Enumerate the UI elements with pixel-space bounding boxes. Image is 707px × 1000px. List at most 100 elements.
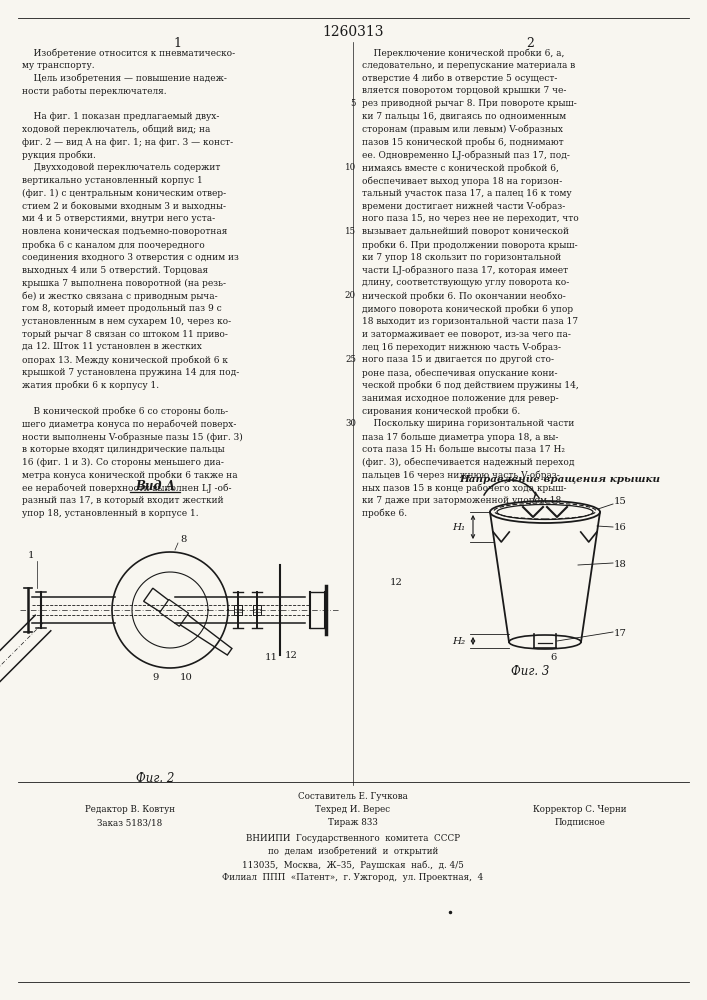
Text: 18: 18	[614, 560, 627, 569]
Text: 15: 15	[614, 497, 627, 506]
Text: нимаясь вместе с конической пробкой 6,: нимаясь вместе с конической пробкой 6,	[362, 163, 559, 173]
Text: 1: 1	[173, 37, 181, 50]
Text: сторонам (правым или левым) V-образных: сторонам (правым или левым) V-образных	[362, 125, 563, 134]
Text: H₂: H₂	[452, 637, 465, 646]
Text: сота паза 15 H₁ больше высоты паза 17 H₂: сота паза 15 H₁ больше высоты паза 17 H₂	[362, 445, 565, 454]
Text: Тираж 833: Тираж 833	[328, 818, 378, 827]
Text: ее нерабочей поверхности выполнен LJ -об-: ее нерабочей поверхности выполнен LJ -об…	[22, 483, 231, 493]
Text: стием 2 и боковыми входным 3 и выходны-: стием 2 и боковыми входным 3 и выходны-	[22, 202, 226, 211]
Text: занимая исходное положение для ревер-: занимая исходное положение для ревер-	[362, 394, 559, 403]
Text: следовательно, и перепускание материала в: следовательно, и перепускание материала …	[362, 61, 575, 70]
Text: разный паз 17, в который входит жесткий: разный паз 17, в который входит жесткий	[22, 496, 223, 505]
Text: ки 7 упор 18 скользит по горизонтальной: ки 7 упор 18 скользит по горизонтальной	[362, 253, 561, 262]
Text: Составитель Е. Гучкова: Составитель Е. Гучкова	[298, 792, 408, 801]
Bar	[253, 605, 261, 615]
Text: Заказ 5183/18: Заказ 5183/18	[98, 818, 163, 827]
Text: нической пробки 6. По окончании необхо-: нической пробки 6. По окончании необхо-	[362, 291, 566, 301]
Text: Вид А: Вид А	[135, 480, 175, 493]
Text: бе) и жестко связана с приводным рыча-: бе) и жестко связана с приводным рыча-	[22, 291, 218, 301]
Text: выходных 4 или 5 отверстий. Торцовая: выходных 4 или 5 отверстий. Торцовая	[22, 266, 208, 275]
Text: 10: 10	[180, 673, 193, 682]
Text: времени достигает нижней части V-образ-: времени достигает нижней части V-образ-	[362, 202, 566, 211]
Text: жатия пробки 6 к корпусу 1.: жатия пробки 6 к корпусу 1.	[22, 381, 159, 390]
Text: H₁: H₁	[452, 522, 465, 532]
Text: тальный участок паза 17, а палец 16 к тому: тальный участок паза 17, а палец 16 к то…	[362, 189, 572, 198]
Text: Фиг. 3: Фиг. 3	[511, 665, 549, 678]
Text: 25: 25	[345, 355, 356, 364]
Text: 15: 15	[345, 227, 356, 236]
Text: 1260313: 1260313	[322, 25, 384, 39]
Text: лец 16 переходит нижнюю часть V-образ-: лец 16 переходит нижнюю часть V-образ-	[362, 342, 561, 352]
Text: торый рычаг 8 связан со штоком 11 приво-: торый рычаг 8 связан со штоком 11 приво-	[22, 330, 228, 339]
Text: Фиг. 2: Фиг. 2	[136, 772, 174, 785]
Text: по  делам  изобретений  и  открытий: по делам изобретений и открытий	[268, 847, 438, 856]
Text: В конической пробке 6 со стороны боль-: В конической пробке 6 со стороны боль-	[22, 406, 228, 416]
Text: Редактор В. Ковтун: Редактор В. Ковтун	[85, 805, 175, 814]
Text: На фиг. 1 показан предлагаемый двух-: На фиг. 1 показан предлагаемый двух-	[22, 112, 219, 121]
Text: пробке 6.: пробке 6.	[362, 509, 407, 518]
Text: Переключение конической пробки 6, а,: Переключение конической пробки 6, а,	[362, 48, 564, 57]
Text: рез приводной рычаг 8. При повороте крыш-: рез приводной рычаг 8. При повороте крыш…	[362, 99, 577, 108]
Text: установленным в нем сухарем 10, через ко-: установленным в нем сухарем 10, через ко…	[22, 317, 231, 326]
Text: (фиг. 3), обеспечивается надежный переход: (фиг. 3), обеспечивается надежный перехо…	[362, 458, 575, 467]
Text: роне паза, обеспечивая опускание кони-: роне паза, обеспечивая опускание кони-	[362, 368, 558, 377]
Text: 9: 9	[152, 673, 158, 682]
Text: ее. Одновременно LJ-образный паз 17, под-: ее. Одновременно LJ-образный паз 17, под…	[362, 150, 570, 160]
Text: фиг. 2 — вид А на фиг. 1; на фиг. 3 — конст-: фиг. 2 — вид А на фиг. 1; на фиг. 3 — ко…	[22, 138, 233, 147]
Text: опорах 13. Между конической пробкой 6 к: опорах 13. Между конической пробкой 6 к	[22, 355, 228, 365]
Text: 30: 30	[345, 419, 356, 428]
Text: вляется поворотом торцовой крышки 7 че-: вляется поворотом торцовой крышки 7 че-	[362, 86, 566, 95]
Text: рукция пробки.: рукция пробки.	[22, 150, 96, 160]
Text: гом 8, который имеет продольный паз 9 с: гом 8, который имеет продольный паз 9 с	[22, 304, 222, 313]
Text: 20: 20	[345, 291, 356, 300]
Text: ми 4 и 5 отверстиями, внутри него уста-: ми 4 и 5 отверстиями, внутри него уста-	[22, 214, 215, 223]
Text: ВНИИПИ  Государственного  комитета  СССР: ВНИИПИ Государственного комитета СССР	[246, 834, 460, 843]
Text: пробки 6. При продолжении поворота крыш-: пробки 6. При продолжении поворота крыш-	[362, 240, 578, 249]
Text: Направление вращения крышки: Направление вращения крышки	[460, 475, 660, 484]
Text: ности работы переключателя.: ности работы переключателя.	[22, 86, 167, 96]
Text: ности выполнены V-образные пазы 15 (фиг. 3): ности выполнены V-образные пазы 15 (фиг.…	[22, 432, 243, 442]
Text: длину, соответствующую углу поворота ко-: длину, соответствующую углу поворота ко-	[362, 278, 569, 287]
Text: Корректор С. Черни: Корректор С. Черни	[533, 805, 626, 814]
Text: Изобретение относится к пневматическо-: Изобретение относится к пневматическо-	[22, 48, 235, 57]
Text: 17: 17	[614, 629, 627, 638]
Polygon shape	[160, 599, 189, 626]
Text: отверстие 4 либо в отверстие 5 осущест-: отверстие 4 либо в отверстие 5 осущест-	[362, 74, 557, 83]
Text: обеспечивает выход упора 18 на горизон-: обеспечивает выход упора 18 на горизон-	[362, 176, 562, 186]
Text: пробка 6 с каналом для поочередного: пробка 6 с каналом для поочередного	[22, 240, 205, 249]
Text: ного паза 15, но через нее не переходит, что: ного паза 15, но через нее не переходит,…	[362, 214, 579, 223]
Text: крышка 7 выполнена поворотной (на резь-: крышка 7 выполнена поворотной (на резь-	[22, 278, 226, 288]
Text: метра конуса конической пробки 6 также на: метра конуса конической пробки 6 также н…	[22, 470, 238, 480]
Text: Цель изобретения — повышение надеж-: Цель изобретения — повышение надеж-	[22, 74, 227, 83]
Text: димого поворота конической пробки 6 упор: димого поворота конической пробки 6 упор	[362, 304, 573, 314]
Text: части LJ-образного паза 17, которая имеет: части LJ-образного паза 17, которая имее…	[362, 266, 568, 275]
Text: новлена коническая подъемно-поворотная: новлена коническая подъемно-поворотная	[22, 227, 228, 236]
Text: паза 17 больше диаметра упора 18, а вы-: паза 17 больше диаметра упора 18, а вы-	[362, 432, 559, 442]
Polygon shape	[144, 588, 232, 655]
Text: Техред И. Верес: Техред И. Верес	[315, 805, 390, 814]
Text: 113035,  Москва,  Ж–35,  Раушская  наб.,  д. 4/5: 113035, Москва, Ж–35, Раушская наб., д. …	[242, 860, 464, 869]
Bar	[234, 605, 242, 615]
Text: 6: 6	[550, 653, 556, 662]
Text: ходовой переключатель, общий вид; на: ходовой переключатель, общий вид; на	[22, 125, 211, 134]
Text: Поскольку ширина горизонтальной части: Поскольку ширина горизонтальной части	[362, 419, 574, 428]
Text: (фиг. 1) с центральным коническим отвер-: (фиг. 1) с центральным коническим отвер-	[22, 189, 226, 198]
Text: Двухходовой переключатель содержит: Двухходовой переключатель содержит	[22, 163, 221, 172]
Text: соединения входного 3 отверстия с одним из: соединения входного 3 отверстия с одним …	[22, 253, 239, 262]
Text: ки 7 пальцы 16, двигаясь по одноименным: ки 7 пальцы 16, двигаясь по одноименным	[362, 112, 566, 121]
Text: 16: 16	[614, 523, 626, 532]
Text: ного паза 15 и двигается по другой сто-: ного паза 15 и двигается по другой сто-	[362, 355, 554, 364]
Text: 12: 12	[285, 651, 298, 660]
Text: ных пазов 15 в конце рабочего хода крыш-: ных пазов 15 в конце рабочего хода крыш-	[362, 483, 566, 493]
Text: 2: 2	[526, 37, 534, 50]
Text: 5: 5	[351, 99, 356, 108]
Text: 11: 11	[265, 653, 278, 662]
Text: 10: 10	[345, 163, 356, 172]
Text: сирования конической пробки 6.: сирования конической пробки 6.	[362, 406, 520, 416]
Text: ки 7 даже при заторможенной упором 18: ки 7 даже при заторможенной упором 18	[362, 496, 561, 505]
Text: упор 18, установленный в корпусе 1.: упор 18, установленный в корпусе 1.	[22, 509, 199, 518]
Text: в которые входят цилиндрические пальцы: в которые входят цилиндрические пальцы	[22, 445, 225, 454]
Text: вызывает дальнейший поворот конической: вызывает дальнейший поворот конической	[362, 227, 569, 236]
Text: 12: 12	[390, 578, 403, 587]
Text: и затормаживает ее поворот, из-за чего па-: и затормаживает ее поворот, из-за чего п…	[362, 330, 571, 339]
